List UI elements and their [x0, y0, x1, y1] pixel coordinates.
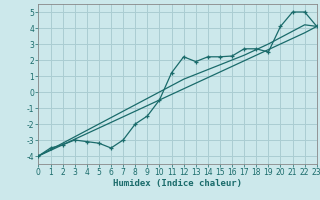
- X-axis label: Humidex (Indice chaleur): Humidex (Indice chaleur): [113, 179, 242, 188]
